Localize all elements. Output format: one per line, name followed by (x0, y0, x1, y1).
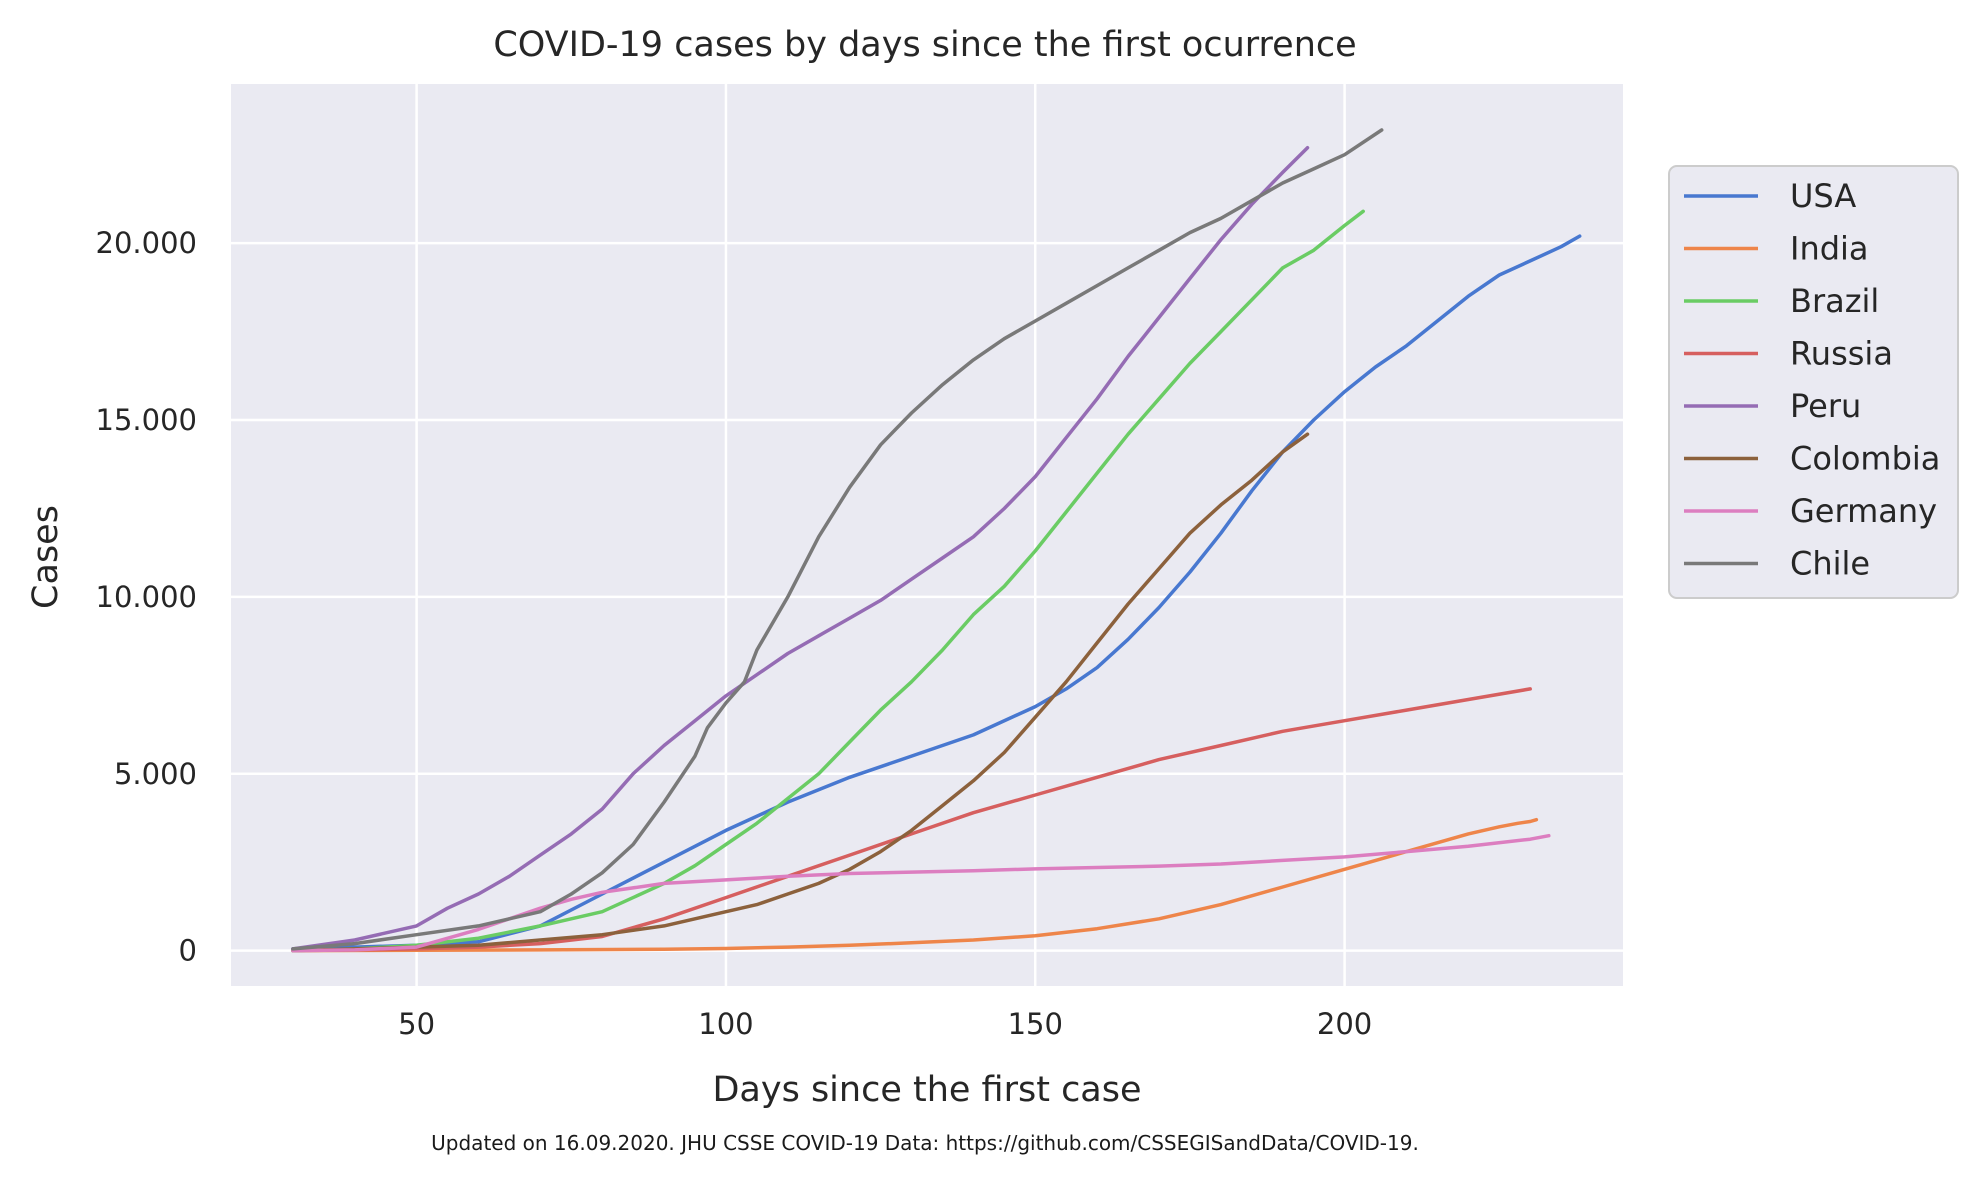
series-lines (291, 128, 1582, 953)
legend-label-usa: USA (1790, 177, 1856, 215)
legend-label-india: India (1790, 230, 1869, 268)
series-line-peru (291, 145, 1310, 951)
x-gridlines (415, 84, 1346, 986)
legend-label-brazil: Brazil (1790, 282, 1879, 320)
y-tick-label: 5.000 (114, 757, 197, 791)
series-line-india (291, 817, 1539, 953)
series-line-russia (291, 687, 1532, 953)
x-tick-labels: 50 100 150 200 (398, 1007, 1372, 1041)
legend-label-peru: Peru (1790, 387, 1861, 425)
legend-label-russia: Russia (1790, 335, 1893, 373)
x-tick-label: 200 (1317, 1007, 1372, 1041)
y-tick-labels: 0 5.000 10.000 15.000 20.000 (96, 226, 197, 967)
y-gridlines (231, 241, 1623, 952)
y-axis-label: Cases (26, 505, 66, 609)
y-tick-label: 20.000 (96, 226, 197, 260)
legend-label-germany: Germany (1790, 492, 1937, 530)
x-tick-label: 50 (398, 1007, 435, 1041)
series-line-colombia (291, 432, 1310, 953)
chart-title: COVID-19 cases by days since the first o… (493, 25, 1356, 65)
series-line-chile (291, 128, 1384, 951)
plot-area (231, 84, 1623, 986)
footnote: Updated on 16.09.2020. JHU CSSE COVID-19… (431, 1131, 1419, 1155)
legend-box (1668, 165, 1959, 599)
y-tick-label: 10.000 (96, 580, 197, 614)
x-tick-label: 100 (698, 1007, 753, 1041)
legend-label-chile: Chile (1790, 545, 1870, 583)
y-tick-label: 0 (179, 934, 197, 968)
legend-label-colombia: Colombia (1790, 440, 1940, 478)
legend-entries: USA India Brazil Russia Peru Colombia Germany C… (1684, 177, 1940, 583)
y-tick-label: 15.000 (96, 403, 197, 437)
legend: USA India Brazil Russia Peru Colombia Germany C… (1668, 165, 1959, 599)
x-axis-label: Days since the first case (712, 1070, 1141, 1110)
series-line-brazil (291, 209, 1365, 953)
x-tick-label: 150 (1008, 1007, 1063, 1041)
